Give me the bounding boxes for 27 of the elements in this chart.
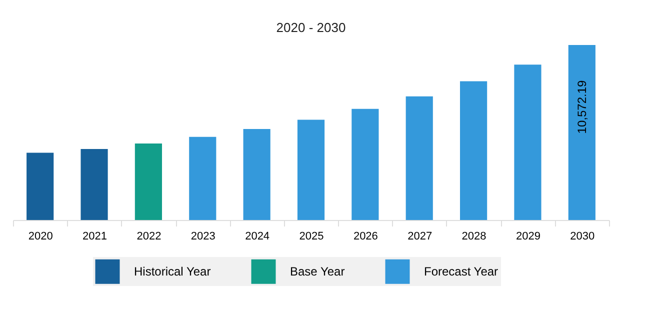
legend-label: Historical Year [134,264,211,279]
bar [80,148,108,220]
bar [134,144,162,220]
x-tick-label: 2024 [245,230,270,242]
bar [460,81,488,220]
bar [189,136,216,220]
bar [514,64,542,220]
data-label: 10,572.19 [574,80,589,134]
x-tick-label: 2027 [408,230,432,242]
chart-title: 2020 - 2030 [276,20,346,35]
x-tick-label: 2030 [570,230,595,242]
bar [352,108,379,220]
x-tick-label: 2022 [136,230,162,242]
x-tick-label: 2021 [82,230,108,242]
bar [26,152,54,220]
x-tick-label: 2020 [28,230,53,242]
bar [243,128,270,220]
legend-label: Base Year [290,264,345,279]
legend-label: Forecast Year [424,264,498,279]
bar [568,45,596,220]
bar [297,120,325,220]
x-tick-label: 2026 [353,230,378,242]
x-tick-label: 2023 [190,230,216,242]
x-tick-label: 2029 [516,230,540,242]
x-tick-label: 2025 [299,230,324,242]
bar [406,96,433,220]
x-tick-label: 2028 [462,230,486,242]
